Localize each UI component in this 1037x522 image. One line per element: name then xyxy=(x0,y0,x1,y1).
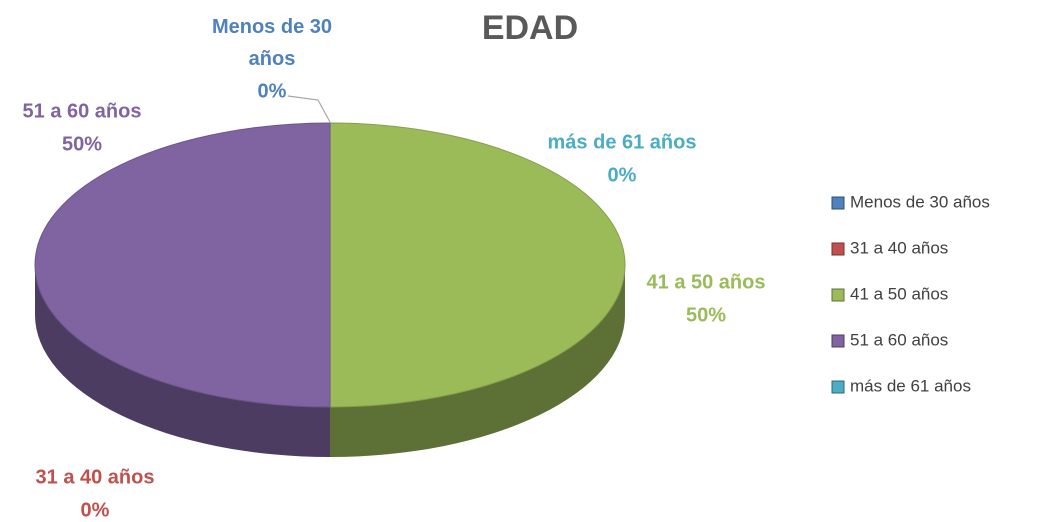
data-label: 0% xyxy=(81,499,110,521)
chart-title: EDAD xyxy=(482,9,578,47)
legend-label: más de 61 años xyxy=(850,376,971,395)
legend-label: 51 a 60 años xyxy=(850,330,948,349)
data-label: 0% xyxy=(608,164,637,186)
legend-swatch xyxy=(831,196,845,210)
tops xyxy=(34,122,626,408)
data-label-name: más de 61 años xyxy=(548,131,697,153)
legend-label: 31 a 40 años xyxy=(850,238,948,257)
data-label-name: Menos de 30 años xyxy=(212,16,332,70)
legend-swatch xyxy=(831,334,845,348)
slice xyxy=(34,122,331,408)
slice-side xyxy=(35,265,330,457)
legend-swatch xyxy=(831,380,845,394)
data-label-name: 51 a 60 años xyxy=(23,100,142,122)
sides xyxy=(35,265,625,457)
slice xyxy=(329,122,626,408)
legend-swatch xyxy=(831,288,845,302)
leader-line xyxy=(287,95,331,123)
data-label: 0% xyxy=(258,80,287,102)
data-label: 50% xyxy=(62,133,102,155)
data-label-name: 41 a 50 años xyxy=(647,271,766,293)
data-label-name: 31 a 40 años xyxy=(36,466,155,488)
legend-label: 41 a 50 años xyxy=(850,284,948,303)
data-label: 50% xyxy=(686,304,726,326)
slice-side xyxy=(330,265,625,457)
legend-label: Menos de 30 años xyxy=(850,192,990,211)
label-line: años xyxy=(249,48,296,70)
legend-swatch xyxy=(831,242,845,256)
label-line: Menos de 30 xyxy=(212,16,332,38)
